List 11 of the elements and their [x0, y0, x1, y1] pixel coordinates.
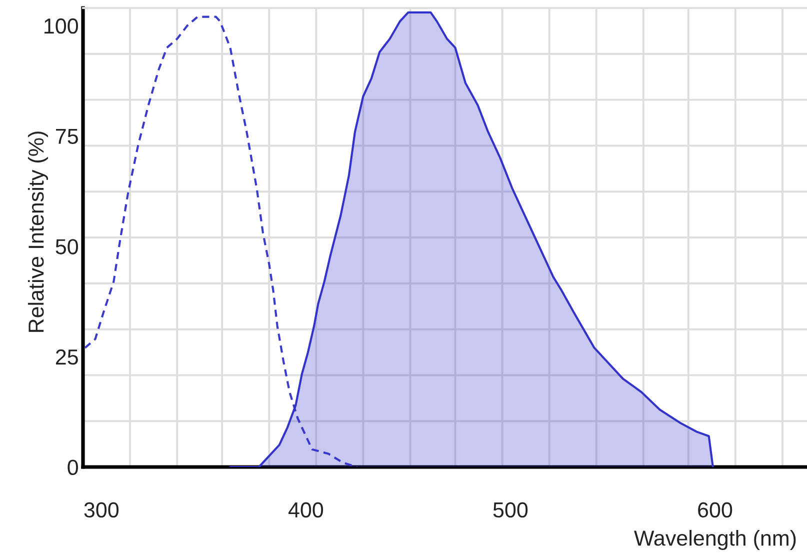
- y-tick-label: 50: [56, 239, 78, 254]
- y-tick-label: 75: [56, 128, 78, 144]
- y-tick-label: 25: [56, 349, 78, 365]
- y-tick-label: 100: [44, 18, 78, 34]
- x-tick-label: 600: [698, 502, 732, 518]
- y-axis-title: Relative Intensity (%): [28, 132, 48, 332]
- x-tick-label: 500: [493, 502, 528, 518]
- y-tick-label: 0: [68, 460, 78, 476]
- x-axis-title: Wavelength (nm): [634, 530, 796, 550]
- x-tick-label: 400: [288, 502, 324, 518]
- x-tick-label: 300: [84, 502, 119, 518]
